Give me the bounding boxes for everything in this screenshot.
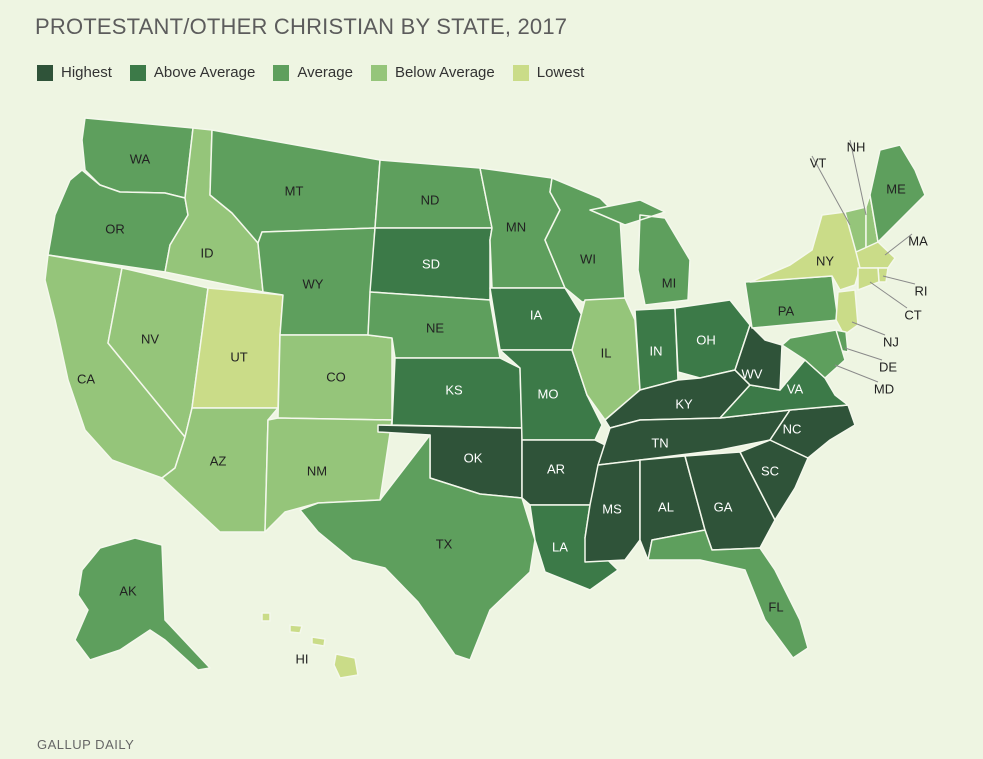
state-label-in: IN xyxy=(650,343,663,358)
leader-line-md xyxy=(834,364,879,383)
state-label-fl: FL xyxy=(768,599,783,614)
leader-line-ct xyxy=(869,281,908,309)
state-mi xyxy=(589,199,691,306)
state-label-nc: NC xyxy=(783,421,802,436)
state-label-nm: NM xyxy=(307,463,327,478)
state-fl xyxy=(647,529,809,659)
state-label-ct: CT xyxy=(904,307,921,322)
legend-swatch-below-average xyxy=(370,64,387,81)
source-note: GALLUP DAILY xyxy=(37,737,135,752)
state-pa xyxy=(744,275,839,329)
map-title: PROTESTANT/OTHER CHRISTIAN BY STATE, 201… xyxy=(35,14,568,39)
state-label-nj: NJ xyxy=(883,334,899,349)
legend-label-average: Average xyxy=(297,64,353,81)
legend: Highest Above Average Average Below Aver… xyxy=(37,64,584,81)
state-label-oh: OH xyxy=(696,332,716,347)
state-sd xyxy=(369,227,493,301)
state-ny xyxy=(749,211,861,291)
state-ut xyxy=(191,287,284,409)
state-label-vt: VT xyxy=(810,155,827,170)
legend-label-above-average: Above Average xyxy=(153,64,256,81)
state-tx xyxy=(299,434,536,661)
state-label-ga: GA xyxy=(714,499,733,514)
state-label-ca: CA xyxy=(77,371,95,386)
leader-line-de xyxy=(844,347,883,361)
state-ma xyxy=(855,241,896,269)
state-label-ma: MA xyxy=(908,233,928,248)
legend-label-lowest: Lowest xyxy=(536,64,585,81)
state-label-sc: SC xyxy=(761,463,779,478)
state-label-mi: MI xyxy=(662,275,676,290)
state-label-wa: WA xyxy=(130,151,151,166)
state-label-wv: WV xyxy=(742,366,763,381)
state-label-ok: OK xyxy=(464,450,483,465)
state-ct xyxy=(857,267,880,291)
state-label-va: VA xyxy=(787,381,804,396)
legend-swatch-lowest xyxy=(512,64,529,81)
leader-line-ri xyxy=(882,275,916,285)
state-co xyxy=(277,334,393,421)
state-label-de: DE xyxy=(879,359,897,374)
state-label-tn: TN xyxy=(651,435,668,450)
state-label-ia: IA xyxy=(530,307,543,322)
state-label-sd: SD xyxy=(422,256,440,271)
state-label-ar: AR xyxy=(547,461,565,476)
state-label-or: OR xyxy=(105,221,125,236)
leader-line-nh xyxy=(849,139,867,216)
state-nj xyxy=(835,289,859,336)
state-md xyxy=(781,329,846,379)
state-label-nd: ND xyxy=(421,192,440,207)
state-label-ne: NE xyxy=(426,320,444,335)
state-label-nv: NV xyxy=(141,331,159,346)
state-label-ri: RI xyxy=(915,283,928,298)
leader-line-ma xyxy=(884,233,913,256)
legend-item-below-average: Below Average xyxy=(370,64,495,81)
legend-label-below-average: Below Average xyxy=(394,64,495,81)
legend-item-above-average: Above Average xyxy=(129,64,256,81)
state-label-mt: MT xyxy=(285,183,304,198)
state-label-pa: PA xyxy=(778,303,795,318)
state-label-ut: UT xyxy=(230,349,247,364)
state-label-ny: NY xyxy=(816,253,834,268)
state-label-ms: MS xyxy=(602,501,622,516)
state-label-la: LA xyxy=(552,539,568,554)
legend-swatch-average xyxy=(273,64,290,81)
legend-item-lowest: Lowest xyxy=(512,64,585,81)
state-label-wy: WY xyxy=(303,276,324,291)
state-label-id: ID xyxy=(201,245,214,260)
state-ak xyxy=(74,537,211,671)
state-label-md: MD xyxy=(874,381,894,396)
leader-line-nj xyxy=(851,321,886,336)
state-label-hi: HI xyxy=(296,651,309,666)
state-label-nh: NH xyxy=(847,139,866,154)
state-label-co: CO xyxy=(326,369,346,384)
state-sc xyxy=(739,439,809,521)
legend-item-highest: Highest xyxy=(37,64,112,81)
state-label-ky: KY xyxy=(675,396,693,411)
leader-line-vt xyxy=(811,155,851,226)
state-label-ak: AK xyxy=(119,583,137,598)
state-label-il: IL xyxy=(601,345,612,360)
state-label-wi: WI xyxy=(580,251,596,266)
state-label-mo: MO xyxy=(538,386,559,401)
legend-swatch-above-average xyxy=(129,64,146,81)
state-label-az: AZ xyxy=(210,453,227,468)
state-label-ks: KS xyxy=(445,382,463,397)
state-me xyxy=(869,144,926,243)
legend-item-average: Average xyxy=(273,64,353,81)
state-label-al: AL xyxy=(658,499,674,514)
state-label-me: ME xyxy=(886,181,906,196)
state-label-mn: MN xyxy=(506,219,526,234)
state-label-tx: TX xyxy=(436,536,453,551)
state-hi xyxy=(261,612,359,679)
legend-label-highest: Highest xyxy=(61,64,112,81)
state-az xyxy=(161,407,279,533)
legend-swatch-highest xyxy=(37,64,53,81)
